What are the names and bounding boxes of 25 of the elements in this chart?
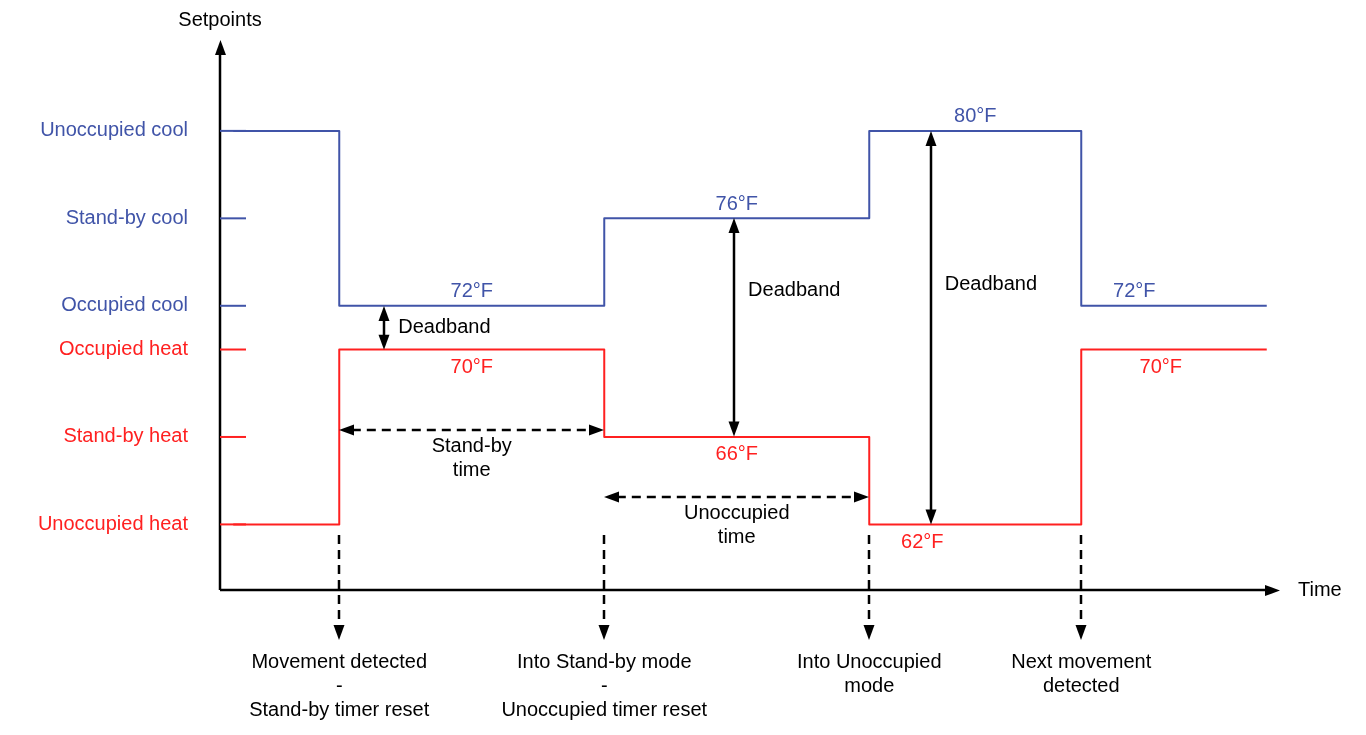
data-label: 66°F <box>715 442 758 465</box>
annotation: Deadband <box>748 278 841 301</box>
data-label: 62°F <box>901 529 944 552</box>
text: Unoccupied cool <box>40 118 188 141</box>
x-tick-label: Movement detected - Stand-by timer reset <box>249 649 430 720</box>
x-tick-label: Next movement detected <box>1011 649 1152 696</box>
text: Unoccupied heat <box>37 511 189 534</box>
x-tick-label: Into Stand-by mode - Unoccupied timer reset <box>501 649 708 720</box>
x-axis-title: Time <box>1298 577 1342 600</box>
annotation: Deadband <box>398 315 491 338</box>
data-label: 72°F <box>1113 279 1156 302</box>
text: Occupied cool <box>61 293 188 316</box>
annotation: Stand-by time <box>431 433 512 480</box>
text: Stand-by heat <box>63 424 189 447</box>
x-tick-label: Into Unoccupied mode <box>796 649 942 696</box>
y-axis-title: Setpoints <box>178 7 262 30</box>
data-label: 70°F <box>450 355 493 378</box>
annotation: Unoccupied time <box>683 500 790 547</box>
annotation: Deadband <box>944 272 1038 295</box>
text: Occupied heat <box>59 337 189 360</box>
data-label: 72°F <box>450 279 493 302</box>
data-label: 80°F <box>954 104 997 127</box>
data-label: 70°F <box>1139 355 1182 378</box>
text: Stand-by cool <box>65 205 188 228</box>
data-label: 76°F <box>715 191 758 214</box>
